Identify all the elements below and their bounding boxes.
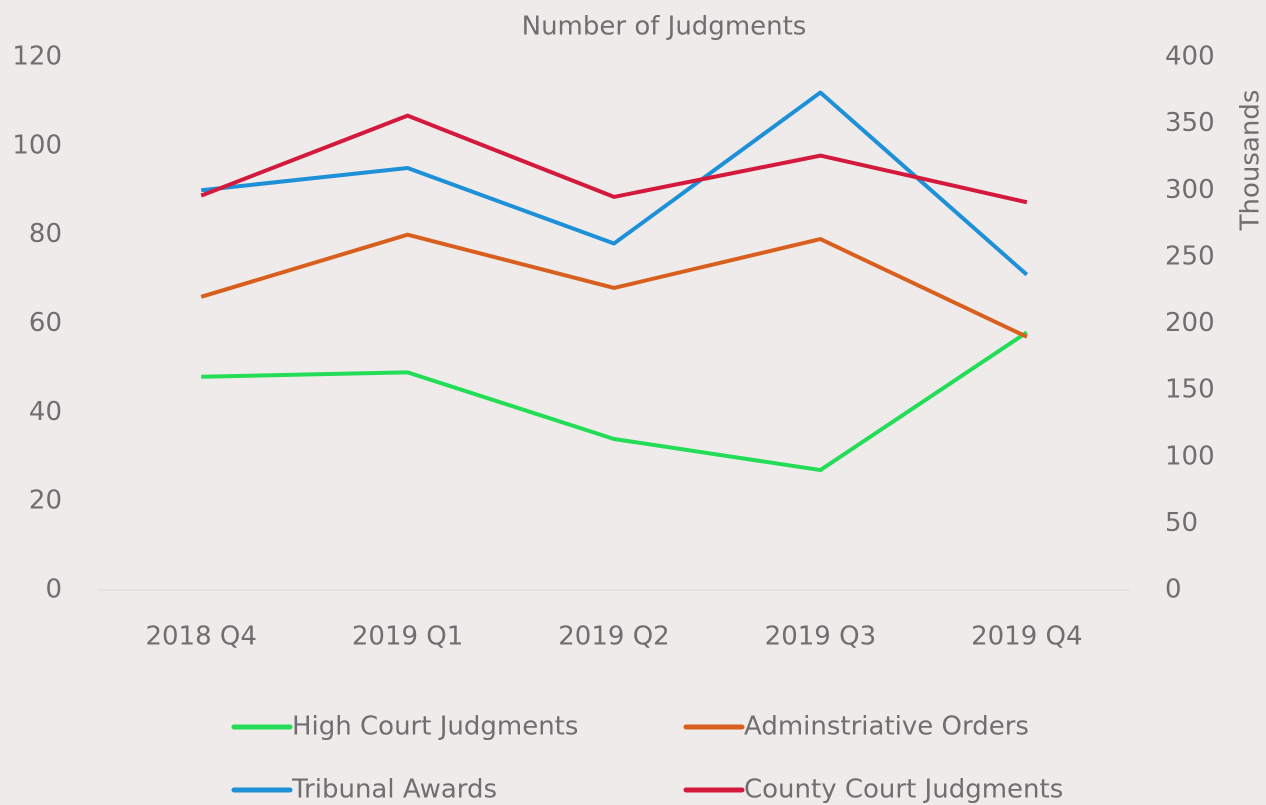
legend-label: Adminstriative Orders [744,712,1029,742]
series-line [200,232,1028,339]
x-tick-label: 2019 Q1 [352,622,463,652]
y-tick-label: 40 [29,397,62,427]
series-line [200,90,1029,277]
y2-tick-label: 150 [1165,375,1215,405]
y2-tick-label: 250 [1165,241,1215,271]
series-line [200,113,1028,205]
x-tick-label: 2019 Q2 [558,622,669,652]
legend-label: Tribunal Awards [291,775,497,805]
y-tick-label: 60 [29,308,62,338]
y2-tick-label: 300 [1165,175,1215,205]
y2-tick-label: 100 [1165,441,1215,471]
y2-tick-label: 350 [1165,108,1215,138]
y-tick-label: 20 [29,486,62,516]
y2-tick-label: 200 [1165,308,1215,338]
y-tick-label: 80 [29,219,62,249]
y2-tick-label: 50 [1165,508,1198,538]
y-tick-label: 120 [12,42,62,72]
series-line [201,330,1028,473]
x-tick-label: 2019 Q3 [765,622,876,652]
x-tick-label: 2019 Q4 [971,622,1082,652]
legend-label: High Court Judgments [292,712,578,742]
y-tick-label: 0 [45,575,62,605]
y-tick-label: 100 [12,130,62,160]
legend-label: County Court Judgments [744,775,1063,805]
y2-axis-title: Thousands [1236,90,1266,232]
x-tick-label: 2018 Q4 [145,622,256,652]
y2-tick-label: 0 [1165,575,1182,605]
chart-title: Number of Judgments [522,12,807,42]
y2-tick-label: 400 [1165,42,1215,72]
